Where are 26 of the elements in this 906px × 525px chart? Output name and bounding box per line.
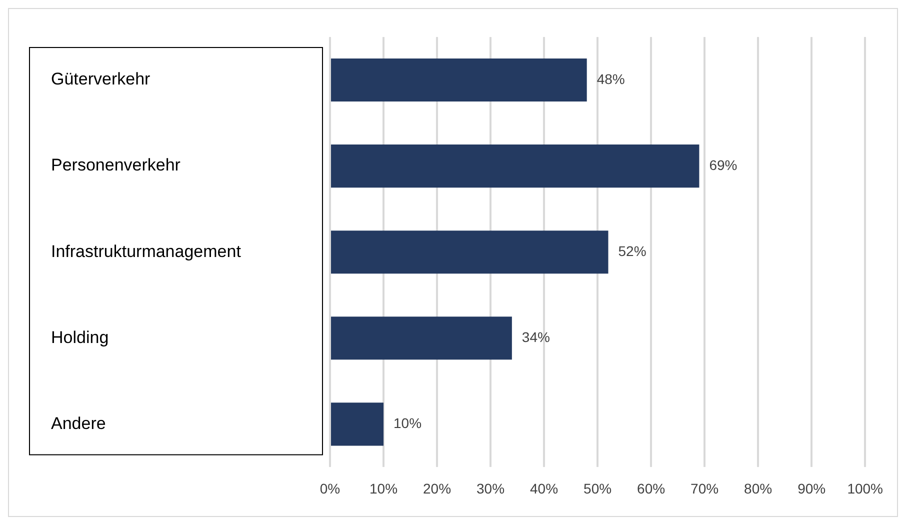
x-tick-label: 0% — [320, 480, 340, 496]
y-tick-label: Andere — [51, 414, 106, 433]
x-tick-label: 50% — [584, 480, 612, 496]
x-tick-label: 90% — [798, 480, 826, 496]
data-label: 69% — [709, 156, 738, 173]
data-label: 10% — [394, 415, 422, 432]
x-tick-label: 30% — [476, 480, 505, 496]
bar — [331, 58, 587, 102]
x-tick-label: 10% — [369, 480, 398, 496]
bar — [331, 402, 384, 446]
bar — [331, 230, 608, 274]
x-tick-label: 70% — [690, 480, 719, 496]
y-tick-label: Personenverkehr — [51, 156, 181, 175]
data-label: 34% — [522, 329, 550, 345]
x-tick-label: 80% — [744, 480, 772, 496]
bar — [331, 316, 512, 360]
data-label: 52% — [618, 242, 646, 259]
bar — [331, 144, 700, 188]
x-tick-label: 60% — [637, 480, 666, 496]
y-tick-label: Güterverkehr — [51, 70, 151, 89]
data-label: 48% — [596, 70, 625, 87]
x-tick-label: 20% — [423, 480, 452, 496]
x-tick-label: 100% — [847, 480, 884, 496]
y-tick-label: Infrastrukturmanagement — [51, 242, 242, 261]
y-tick-label: Holding — [51, 328, 109, 347]
x-tick-label: 40% — [530, 480, 558, 496]
